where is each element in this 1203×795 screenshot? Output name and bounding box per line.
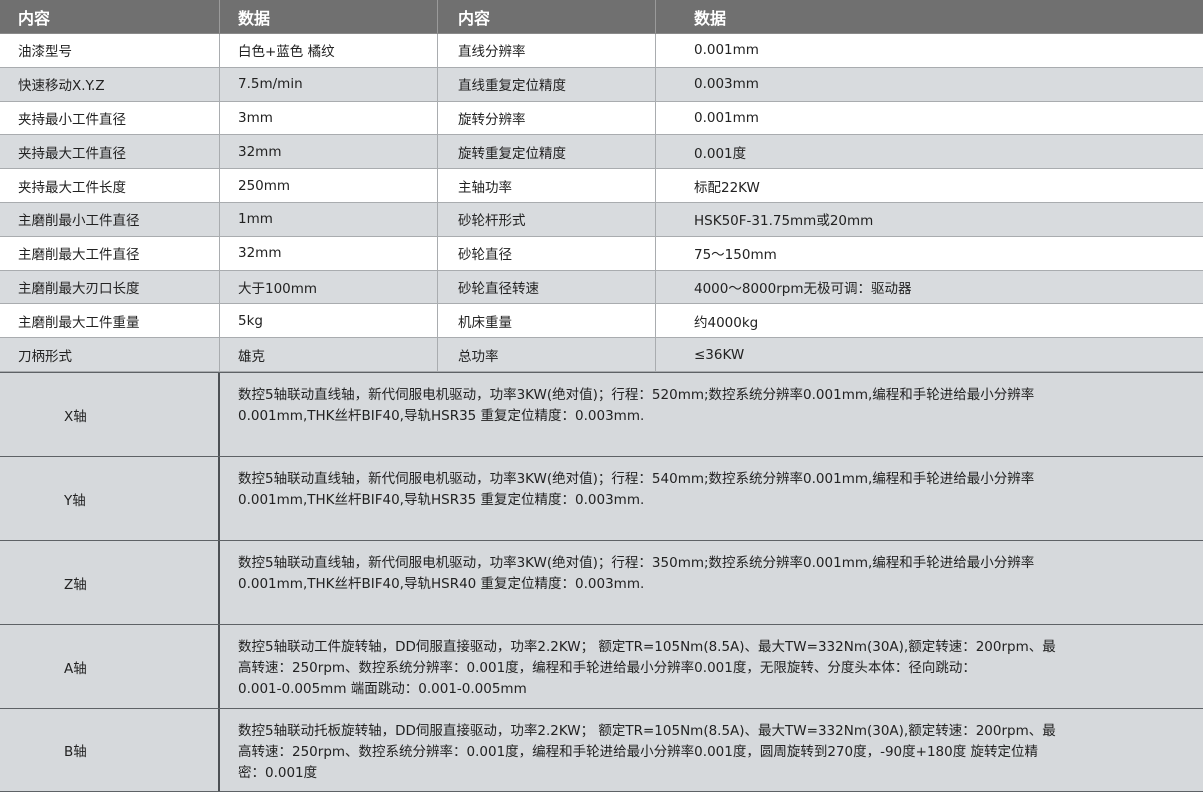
axis-row: B轴 数控5轴联动托板旋转轴，DD伺服直接驱动，功率2.2KW； 额定TR=105… [0,708,1203,792]
table-cell: 主磨削最小工件直径 [0,202,220,236]
table-cell: 直线重复定位精度 [438,67,656,101]
description-line: 0.001mm,THK丝杆BIF40,导轨HSR35 重复定位精度：0.003m… [238,408,645,424]
description-line: 0.001-0.005mm 端面跳动：0.001-0.005mm [238,681,527,697]
table-cell: 直线分辨率 [438,34,656,67]
axis-row: X轴 数控5轴联动直线轴，新代伺服电机驱动，功率3KW(绝对值)；行程：520mm… [0,372,1203,456]
axis-name: X轴 [0,373,220,456]
description-line: 0.001mm,THK丝杆BIF40,导轨HSR40 重复定位精度：0.003m… [238,576,645,592]
spec-table: 内容 数据 内容 数据 油漆型号 白色+蓝色 橘纹 直线分辨率 0.001mm 快速移动X.Y.… [0,0,1203,372]
description-line: 密：0.001度 [238,765,318,781]
description-line: 高转速：250rpm、数控系统分辨率：0.001度，编程和手轮进给最小分辨率0.… [238,744,1039,760]
table-row: 主磨削最小工件直径 1mm 砂轮杆形式 HSK50F-31.75mm或20mm [0,202,1203,237]
table-row: 主磨削最大工件直径 32mm 砂轮直径 75～150mm [0,236,1203,271]
table-cell: 刀柄形式 [0,338,220,371]
table-cell: 5kg [220,304,438,338]
table-cell: 主磨削最大工件重量 [0,304,220,338]
table-cell: 总功率 [438,338,656,371]
table-cell: 0.001mm [694,42,759,59]
table-cell: 0.001度 [694,145,747,162]
axis-description: 数控5轴联动直线轴，新代伺服电机驱动，功率3KW(绝对值)；行程：540mm;数… [220,457,1203,540]
table-cell: 大于100mm [220,270,438,304]
axis-description: 数控5轴联动工件旋转轴，DD伺服直接驱动，功率2.2KW； 额定TR=105Nm… [220,625,1203,708]
table-cell: 32mm [220,236,438,270]
axis-row: Z轴 数控5轴联动直线轴，新代伺服电机驱动，功率3KW(绝对值)；行程：350mm… [0,540,1203,624]
description-line: 高转速：250rpm、数控系统分辨率：0.001度，编程和手轮进给最小分辨率0.… [238,660,976,676]
table-cell: 夹持最大工件直径 [0,135,220,169]
table-cell: 机床重量 [438,304,656,338]
table-row: 刀柄形式 雄克 总功率 ≤36KW [0,338,1203,372]
table-cell: 快速移动X.Y.Z [0,67,220,101]
description-line: 0.001mm,THK丝杆BIF40,导轨HSR35 重复定位精度：0.003m… [238,492,645,508]
table-cell: 砂轮杆形式 [438,202,656,236]
table-row: 油漆型号 白色+蓝色 橘纹 直线分辨率 0.001mm [0,34,1203,68]
header-cell: 内容 [438,0,656,33]
axis-name: Z轴 [0,541,220,624]
description-line: 数控5轴联动直线轴，新代伺服电机驱动，功率3KW(绝对值)；行程：350mm;数… [238,555,1035,571]
table-row: 夹持最小工件直径 3mm 旋转分辨率 0.001mm [0,101,1203,136]
header-cell: 数据 [220,0,438,33]
axis-description: 数控5轴联动直线轴，新代伺服电机驱动，功率3KW(绝对值)；行程：350mm;数… [220,541,1203,624]
table-cell: 主磨削最大刃口长度 [0,270,220,304]
table-cell: 主轴功率 [438,169,656,202]
axis-name: B轴 [0,709,220,791]
table-row: 主磨削最大工件重量 5kg 机床重量 约4000kg [0,304,1203,339]
table-cell: HSK50F-31.75mm或20mm [694,213,874,230]
table-cell: 雄克 [220,338,438,371]
table-cell: 旋转分辨率 [438,101,656,135]
table-cell: 砂轮直径 [438,236,656,270]
table-row: 快速移动X.Y.Z 7.5m/min 直线重复定位精度 0.003mm [0,67,1203,102]
description-line: 数控5轴联动托板旋转轴，DD伺服直接驱动，功率2.2KW； 额定TR=105Nm… [238,723,1056,739]
axis-description: 数控5轴联动托板旋转轴，DD伺服直接驱动，功率2.2KW； 额定TR=105Nm… [220,709,1203,791]
table-cell: 夹持最大工件长度 [0,169,220,202]
axis-name: Y轴 [0,457,220,540]
header-row: 内容 数据 内容 数据 [0,0,1203,34]
description-line: 数控5轴联动直线轴，新代伺服电机驱动，功率3KW(绝对值)；行程：520mm;数… [238,387,1035,403]
table-cell: 油漆型号 [0,34,220,67]
axis-row: Y轴 数控5轴联动直线轴，新代伺服电机驱动，功率3KW(绝对值)；行程：540mm… [0,456,1203,540]
table-cell: 0.001mm [694,109,759,126]
table-cell: 0.003mm [694,76,759,93]
table-cell: 标配22KW [694,179,760,196]
table-cell: 夹持最小工件直径 [0,101,220,135]
table-cell: 3mm [220,101,438,135]
description-line: 数控5轴联动直线轴，新代伺服电机驱动，功率3KW(绝对值)；行程：540mm;数… [238,471,1035,487]
table-cell: ≤36KW [694,346,745,363]
header-cell: 内容 [0,0,220,33]
table-cell: 白色+蓝色 橘纹 [220,34,438,67]
table-cell: 7.5m/min [220,67,438,101]
header-cell: 数据 [694,8,727,28]
table-cell: 250mm [220,169,438,202]
table-cell: 约4000kg [694,314,759,331]
table-cell: 75～150mm [694,247,777,264]
table-row: 主磨削最大刃口长度 大于100mm 砂轮直径转速 4000～8000rpm无极可调：驱… [0,270,1203,305]
axis-row: A轴 数控5轴联动工件旋转轴，DD伺服直接驱动，功率2.2KW； 额定TR=105… [0,624,1203,708]
axis-description: 数控5轴联动直线轴，新代伺服电机驱动，功率3KW(绝对值)；行程：520mm;数… [220,373,1203,456]
table-cell: 砂轮直径转速 [438,270,656,304]
table-cell: 1mm [220,202,438,236]
table-cell: 32mm [220,135,438,169]
axis-name: A轴 [0,625,220,708]
table-row: 夹持最大工件长度 250mm 主轴功率 标配22KW [0,169,1203,203]
description-line: 数控5轴联动工件旋转轴，DD伺服直接驱动，功率2.2KW； 额定TR=105Nm… [238,639,1056,655]
table-row: 夹持最大工件直径 32mm 旋转重复定位精度 0.001度 [0,135,1203,170]
table-cell: 旋转重复定位精度 [438,135,656,169]
axes-table: X轴 数控5轴联动直线轴，新代伺服电机驱动，功率3KW(绝对值)；行程：520mm… [0,372,1203,792]
table-cell: 4000～8000rpm无极可调：驱动器 [694,280,912,297]
table-cell: 主磨削最大工件直径 [0,236,220,270]
